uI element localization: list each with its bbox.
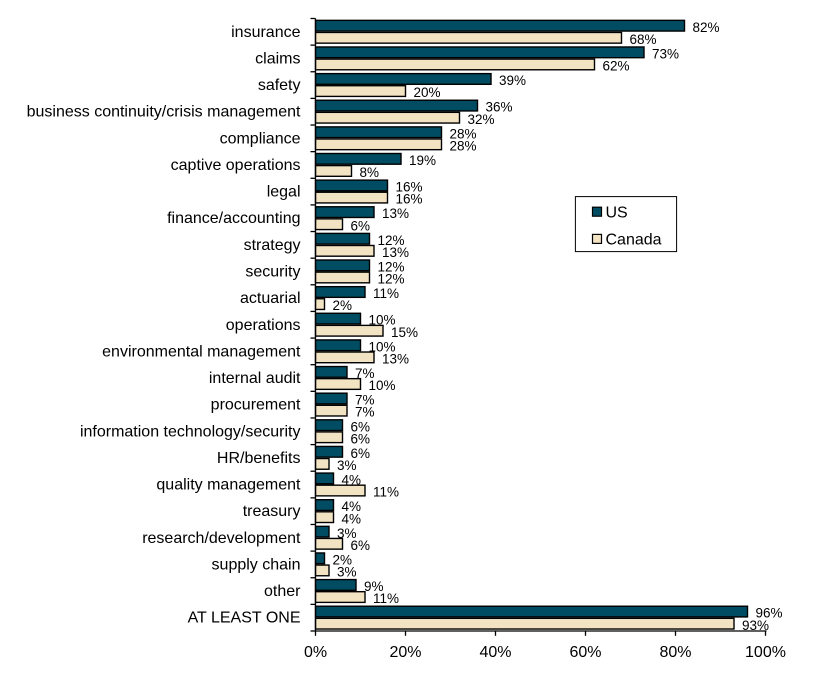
svg-text:12%: 12% bbox=[378, 233, 405, 248]
svg-text:6%: 6% bbox=[351, 218, 371, 233]
svg-text:compliance: compliance bbox=[220, 130, 301, 147]
svg-text:13%: 13% bbox=[382, 245, 409, 260]
svg-text:100%: 100% bbox=[745, 644, 786, 661]
svg-text:4%: 4% bbox=[342, 511, 362, 526]
svg-text:claims: claims bbox=[255, 50, 300, 67]
svg-text:6%: 6% bbox=[351, 419, 371, 434]
svg-text:96%: 96% bbox=[756, 606, 783, 621]
svg-text:19%: 19% bbox=[409, 153, 436, 168]
svg-text:62%: 62% bbox=[603, 59, 630, 74]
svg-text:procurement: procurement bbox=[211, 397, 301, 414]
svg-text:10%: 10% bbox=[369, 339, 396, 354]
svg-text:12%: 12% bbox=[378, 259, 405, 274]
svg-text:strategy: strategy bbox=[244, 237, 301, 254]
svg-text:4%: 4% bbox=[342, 473, 362, 488]
svg-text:information technology/securit: information technology/security bbox=[80, 423, 301, 440]
svg-text:operations: operations bbox=[226, 317, 301, 334]
svg-text:28%: 28% bbox=[450, 126, 477, 141]
svg-text:39%: 39% bbox=[499, 73, 526, 88]
svg-text:32%: 32% bbox=[468, 112, 495, 127]
svg-text:other: other bbox=[264, 583, 301, 600]
svg-text:2%: 2% bbox=[333, 552, 353, 567]
svg-text:80%: 80% bbox=[659, 644, 691, 661]
svg-text:16%: 16% bbox=[396, 192, 423, 207]
svg-text:HR/benefits: HR/benefits bbox=[217, 450, 301, 467]
svg-text:28%: 28% bbox=[450, 138, 477, 153]
svg-text:7%: 7% bbox=[355, 393, 375, 408]
svg-text:6%: 6% bbox=[351, 431, 371, 446]
svg-text:7%: 7% bbox=[355, 405, 375, 420]
svg-text:4%: 4% bbox=[342, 499, 362, 514]
svg-text:9%: 9% bbox=[364, 579, 384, 594]
svg-text:internal audit: internal audit bbox=[209, 370, 301, 387]
svg-text:3%: 3% bbox=[337, 458, 357, 473]
svg-text:actuarial: actuarial bbox=[240, 290, 300, 307]
svg-text:16%: 16% bbox=[396, 180, 423, 195]
svg-text:security: security bbox=[245, 263, 300, 280]
svg-text:20%: 20% bbox=[389, 644, 421, 661]
svg-text:15%: 15% bbox=[391, 325, 418, 340]
svg-text:40%: 40% bbox=[479, 644, 511, 661]
svg-text:0%: 0% bbox=[304, 644, 327, 661]
svg-text:insurance: insurance bbox=[231, 24, 300, 41]
svg-text:business continuity/crisis man: business continuity/crisis management bbox=[27, 104, 301, 121]
svg-text:research/development: research/development bbox=[142, 530, 301, 547]
svg-text:AT LEAST ONE: AT LEAST ONE bbox=[188, 610, 301, 627]
svg-text:6%: 6% bbox=[351, 538, 371, 553]
svg-text:8%: 8% bbox=[360, 165, 380, 180]
svg-text:93%: 93% bbox=[742, 618, 769, 633]
svg-text:3%: 3% bbox=[337, 526, 357, 541]
svg-text:11%: 11% bbox=[373, 485, 399, 500]
svg-text:36%: 36% bbox=[486, 100, 513, 115]
svg-text:68%: 68% bbox=[630, 32, 657, 47]
svg-text:10%: 10% bbox=[369, 378, 396, 393]
svg-text:quality management: quality management bbox=[156, 477, 301, 494]
svg-text:Canada: Canada bbox=[606, 231, 662, 248]
svg-text:60%: 60% bbox=[569, 644, 601, 661]
svg-text:captive operations: captive operations bbox=[171, 157, 301, 174]
svg-text:safety: safety bbox=[258, 77, 301, 94]
svg-text:finance/accounting: finance/accounting bbox=[167, 210, 300, 227]
svg-text:environmental management: environmental management bbox=[102, 343, 301, 360]
svg-text:7%: 7% bbox=[355, 366, 375, 381]
svg-text:13%: 13% bbox=[382, 351, 409, 366]
svg-text:2%: 2% bbox=[333, 298, 353, 313]
svg-text:legal: legal bbox=[267, 184, 301, 201]
svg-text:supply chain: supply chain bbox=[212, 556, 301, 573]
svg-text:10%: 10% bbox=[369, 313, 396, 328]
svg-text:20%: 20% bbox=[414, 85, 441, 100]
svg-text:treasury: treasury bbox=[243, 503, 301, 520]
svg-text:12%: 12% bbox=[378, 272, 405, 287]
svg-text:13%: 13% bbox=[382, 206, 409, 221]
svg-text:82%: 82% bbox=[693, 20, 720, 35]
svg-text:11%: 11% bbox=[373, 286, 399, 301]
svg-text:3%: 3% bbox=[337, 565, 357, 580]
svg-text:US: US bbox=[606, 204, 628, 221]
svg-text:11%: 11% bbox=[373, 591, 399, 606]
svg-text:73%: 73% bbox=[652, 46, 679, 61]
svg-text:6%: 6% bbox=[351, 446, 371, 461]
